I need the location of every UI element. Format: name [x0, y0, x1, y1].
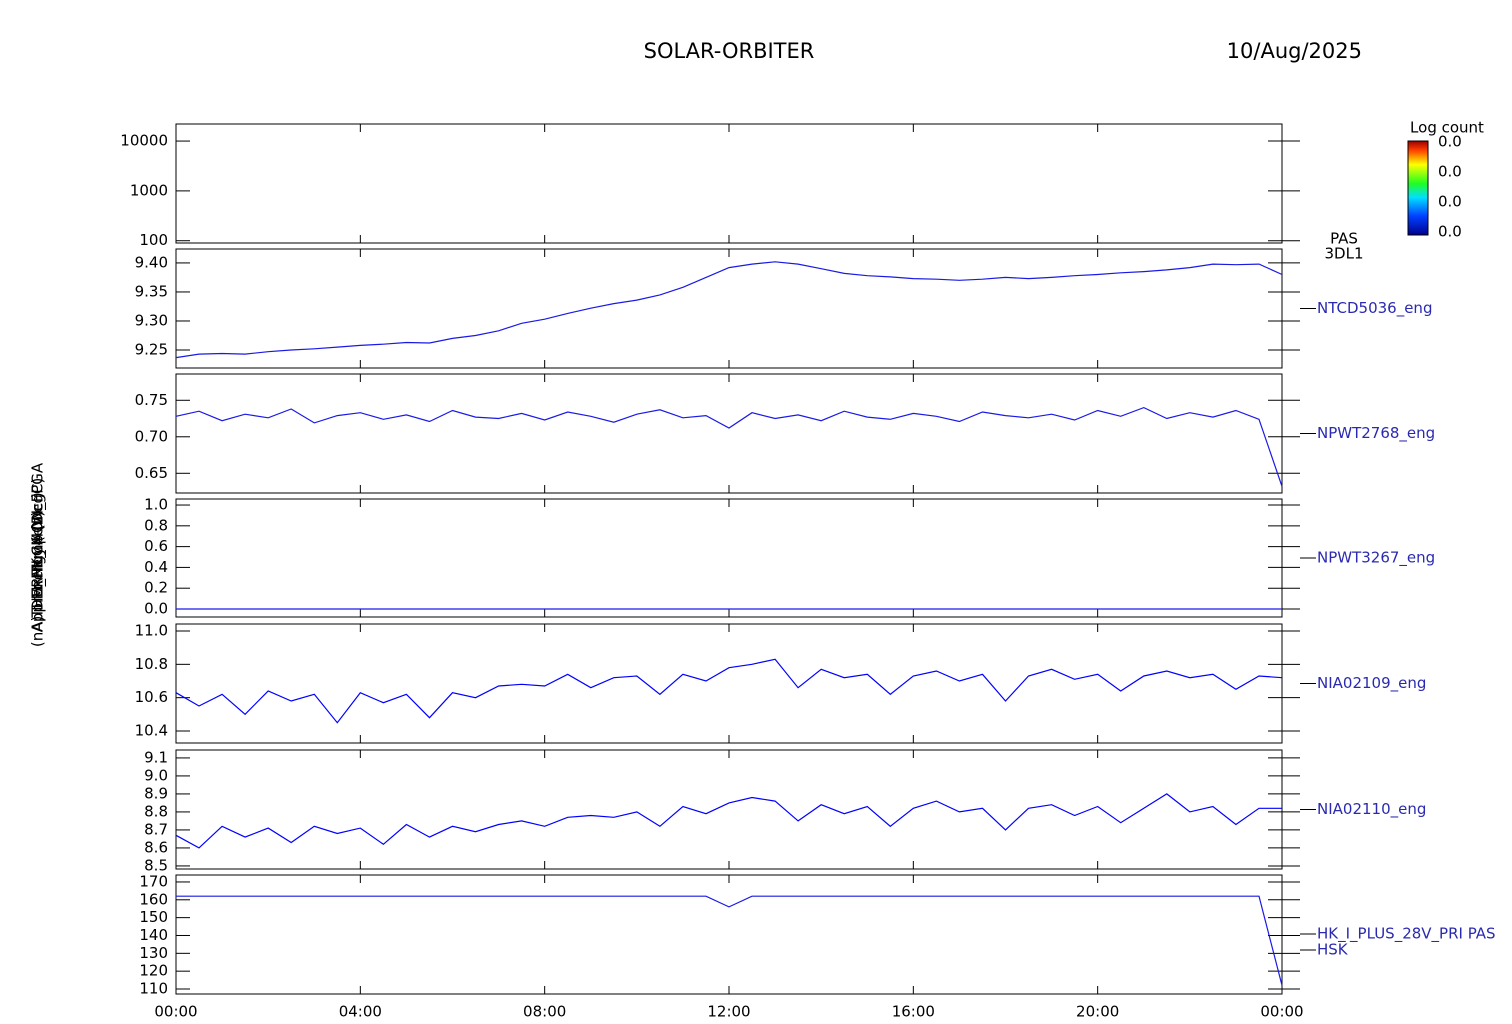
series-line [175, 261, 1283, 359]
y-tick-label: 120 [139, 962, 168, 980]
y-tick-label: 130 [139, 944, 168, 962]
y-tick-label: 10.6 [135, 688, 168, 706]
x-tick-label: 00:00 [1260, 1003, 1303, 1021]
y-tick-label: 10.8 [135, 655, 168, 673]
legend-entry: NPWT2768_eng [1317, 424, 1435, 443]
panel-label: PAS [1330, 230, 1358, 248]
y-axis-label: THERMLC4 (n.c.) [29, 492, 47, 618]
y-tick-label: 0.75 [135, 391, 168, 409]
y-tick-label: 9.0 [144, 766, 168, 784]
y-tick-label: 1000 [130, 181, 168, 199]
x-tick-label: 12:00 [707, 1003, 750, 1021]
series-line [175, 406, 1283, 487]
y-tick-label: 8.5 [144, 856, 168, 874]
panel-frame [175, 373, 1283, 494]
y-tick-label: 150 [139, 908, 168, 926]
y-axis-label: (nA) DM_HK_IMON_FPGA [29, 462, 48, 647]
colorbar-tick-label: 0.0 [1438, 163, 1462, 181]
colorbar-tick-label: 0.0 [1438, 193, 1462, 211]
series-line [175, 793, 1282, 849]
series-line [176, 895, 1283, 986]
y-tick-label: 0.6 [144, 537, 168, 555]
y-tick-label: 9.1 [144, 748, 168, 766]
legend-entry: NIA02109_eng [1317, 674, 1426, 693]
y-tick-label: 10.4 [135, 722, 168, 740]
y-tick-label: 9.25 [135, 341, 168, 359]
panel-frame [175, 874, 1283, 995]
colorbar-label: Log count [1410, 119, 1484, 137]
x-tick-label: 20:00 [1076, 1003, 1119, 1021]
y-tick-label: 1.0 [144, 496, 168, 514]
y-tick-label: 0.0 [144, 599, 168, 617]
y-tick-label: 0.4 [144, 558, 168, 576]
x-tick-label: 08:00 [523, 1003, 566, 1021]
y-axis-label: Approx Temp (DegC) [29, 478, 47, 633]
y-tick-label: 8.6 [144, 838, 168, 856]
y-tick-label: 140 [139, 926, 168, 944]
panel-label: HSK [1317, 941, 1349, 959]
chart-title: SOLAR-ORBITER [644, 39, 815, 63]
panel-label: 3DL1 [1325, 245, 1364, 263]
legend-entry: NIA02110_eng [1317, 800, 1426, 819]
y-tick-label: 9.35 [135, 282, 168, 300]
panel-frame [175, 123, 1283, 244]
y-tick-label: 8.8 [144, 802, 168, 820]
y-tick-label: 9.40 [135, 253, 168, 271]
y-tick-label: 0.2 [144, 579, 168, 597]
colorbar-tick-label: 0.0 [1438, 223, 1462, 241]
panel-frame [175, 749, 1283, 870]
y-tick-label: 170 [139, 872, 168, 890]
y-axis-label: Energy (eV) [29, 511, 47, 599]
panel-frame [175, 623, 1283, 744]
y-tick-label: 0.65 [135, 464, 168, 482]
legend-entry: NTCD5036_eng [1317, 299, 1432, 318]
legend-entry: NPWT3267_eng [1317, 549, 1435, 568]
colorbar [1407, 140, 1429, 236]
y-tick-label: 10000 [120, 132, 168, 150]
y-tick-label: 8.7 [144, 820, 168, 838]
x-tick-label: 04:00 [339, 1003, 382, 1021]
legend-entry: HK_I_PLUS_28V_PRI PAS [1317, 925, 1496, 944]
x-tick-label: 00:00 [154, 1003, 197, 1021]
y-tick-label: 9.30 [135, 311, 168, 329]
y-tick-label: 0.8 [144, 516, 168, 534]
y-tick-label: 160 [139, 890, 168, 908]
y-tick-label: 100 [139, 231, 168, 249]
y-tick-label: 110 [139, 980, 168, 998]
date: 10/Aug/2025 [1227, 39, 1362, 63]
panel-frame [175, 248, 1283, 369]
panel-frame [175, 498, 1283, 618]
series-line [175, 658, 1283, 724]
y-tick-label: 0.70 [135, 427, 168, 445]
y-tick-label: 11.0 [135, 622, 168, 640]
x-tick-label: 16:00 [892, 1003, 935, 1021]
y-tick-label: 8.9 [144, 784, 168, 802]
colorbar-tick-label: 0.0 [1438, 133, 1462, 151]
